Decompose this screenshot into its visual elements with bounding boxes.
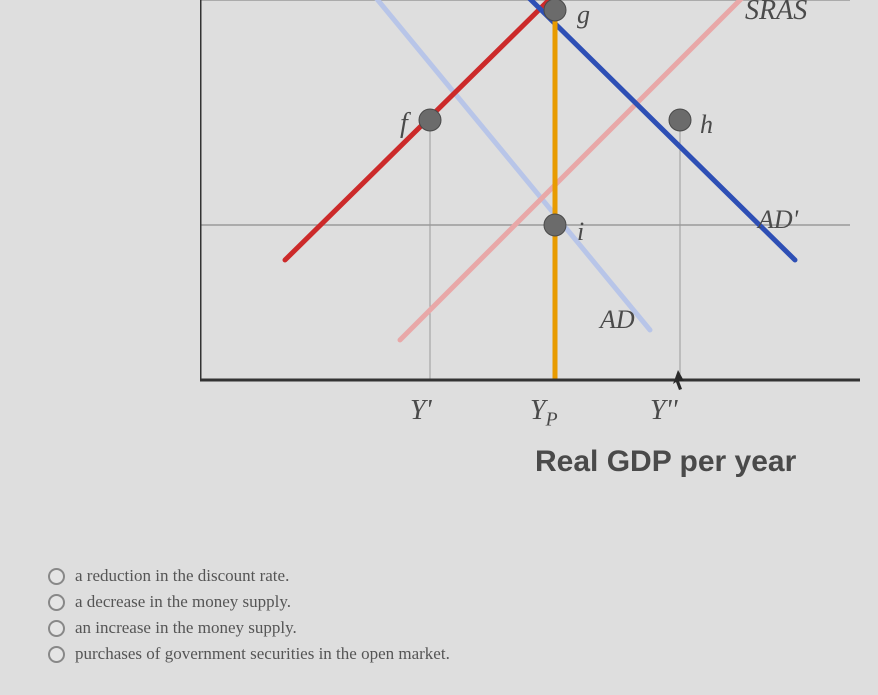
- option-label: purchases of government securities in th…: [75, 644, 450, 664]
- curve-label-ADprime: AD': [758, 205, 798, 235]
- radio-icon: [48, 568, 65, 585]
- x-axis-title: Real GDP per year: [535, 445, 796, 479]
- option-label: a decrease in the money supply.: [75, 592, 291, 612]
- option-c[interactable]: an increase in the money supply.: [48, 618, 450, 638]
- x-tick-Ydprime: Y'': [650, 395, 678, 427]
- point-label-g: g: [577, 0, 590, 30]
- option-d[interactable]: purchases of government securities in th…: [48, 644, 450, 664]
- option-label: a reduction in the discount rate.: [75, 566, 289, 586]
- curve-label-SRAS: SRAS: [745, 0, 807, 27]
- option-b[interactable]: a decrease in the money supply.: [48, 592, 450, 612]
- option-label: an increase in the money supply.: [75, 618, 297, 638]
- x-tick-YP: YP: [530, 395, 558, 432]
- asad-chart: g f h i SRAS AD AD' Y' YP Y'' Real GDP per year: [200, 0, 878, 500]
- radio-icon: [48, 594, 65, 611]
- radio-icon: [48, 620, 65, 637]
- point-label-h: h: [700, 110, 713, 140]
- point-label-f: f: [400, 108, 408, 140]
- radio-icon: [48, 646, 65, 663]
- point-label-i: i: [577, 217, 584, 247]
- answer-options: a reduction in the discount rate. a decr…: [48, 560, 450, 670]
- option-a[interactable]: a reduction in the discount rate.: [48, 566, 450, 586]
- x-tick-Yprime: Y': [410, 395, 432, 427]
- curve-label-AD: AD: [600, 305, 635, 335]
